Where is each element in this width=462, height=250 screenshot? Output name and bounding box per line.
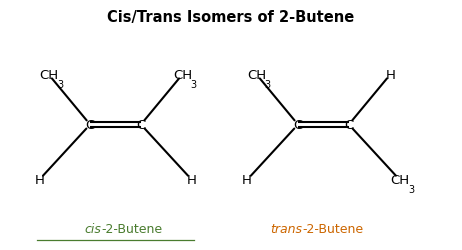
Text: C: C [344,118,353,132]
Text: 3: 3 [191,80,197,90]
Text: H: H [187,174,197,186]
Text: CH: CH [173,68,192,82]
Text: Cis/Trans Isomers of 2-Butene: Cis/Trans Isomers of 2-Butene [107,10,355,25]
Text: CH: CH [39,68,58,82]
Text: -2-Butene: -2-Butene [102,222,163,235]
Text: 3: 3 [57,80,63,90]
Text: C: C [85,118,95,132]
Text: 3: 3 [408,184,414,194]
Text: H: H [34,174,44,186]
Text: H: H [242,174,252,186]
Text: -2-Butene: -2-Butene [303,222,364,235]
Text: cis: cis [85,222,102,235]
Text: H: H [385,68,395,82]
Text: C: C [136,118,146,132]
Text: trans: trans [271,222,303,235]
Text: 3: 3 [265,80,271,90]
Text: C: C [293,118,303,132]
Text: CH: CH [247,68,266,82]
Text: CH: CH [390,174,409,186]
